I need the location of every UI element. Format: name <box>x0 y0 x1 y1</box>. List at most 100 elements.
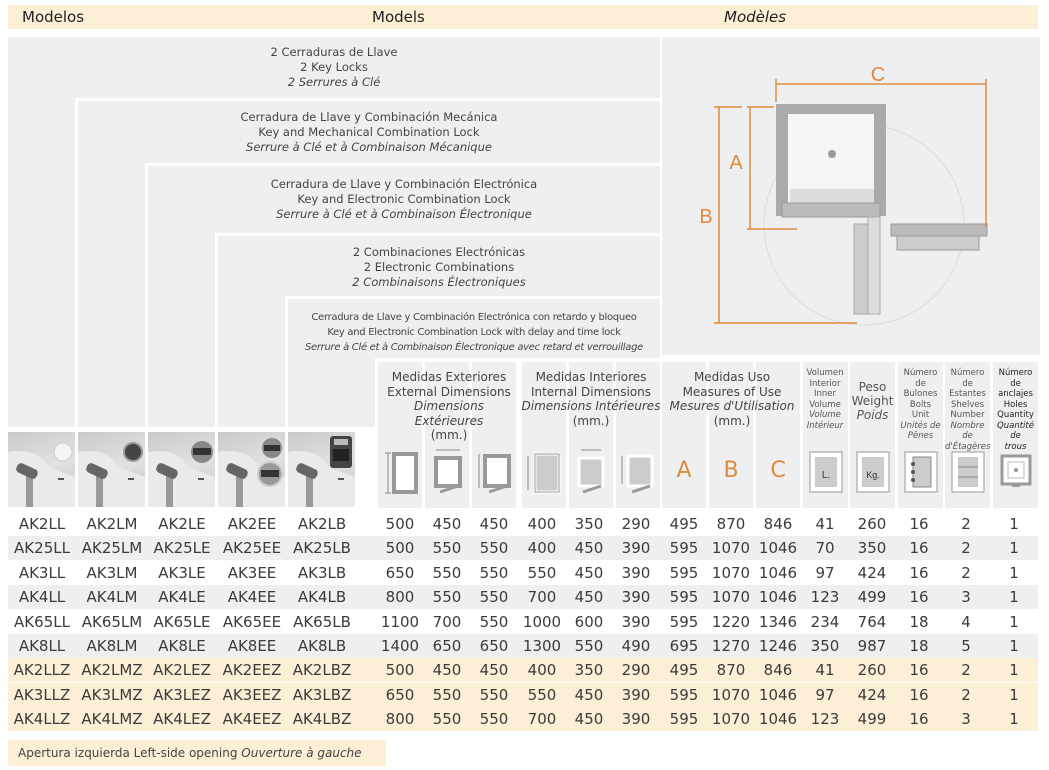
diagram-label-a: A <box>729 152 743 174</box>
value-cell: 1100 <box>380 612 420 631</box>
table-row: AK65LL AK65LM AK65LE AK65EE AK65LB 1100 700 550… <box>8 609 1038 634</box>
title-en: Models <box>372 8 425 26</box>
value-cell: 595 <box>669 588 699 607</box>
model-code: AK4EE <box>227 588 277 607</box>
footer-fr: Ouverture à gauche <box>241 746 362 760</box>
model-code: AK25LE <box>153 539 211 558</box>
model-code: AK8LM <box>86 637 138 655</box>
value-cell: 650 <box>385 685 415 704</box>
lock-icon <box>148 441 215 507</box>
value-cell: 450 <box>432 515 462 533</box>
letter-c: C <box>770 458 786 483</box>
model-code: AK2LL <box>18 515 66 533</box>
value-cell: 97 <box>815 563 835 582</box>
value-cell: 650 <box>479 637 509 655</box>
value-cell: 600 <box>574 612 604 631</box>
lock-photo <box>78 432 145 507</box>
value-cell: 41 <box>815 515 835 533</box>
bolts-icon <box>904 451 938 493</box>
value-cell: 2 <box>961 685 971 704</box>
model-code: AK3EEZ <box>222 685 282 704</box>
value-cell: 550 <box>432 685 462 704</box>
value-cell: 450 <box>432 661 462 680</box>
value-cell: 1 <box>1009 685 1019 704</box>
value-cell: 390 <box>621 710 651 729</box>
value-cell: 4 <box>961 612 971 631</box>
value-cell: 400 <box>527 539 557 558</box>
external-depth-icon <box>478 454 511 494</box>
letter-a: A <box>676 458 692 483</box>
value-cell: 390 <box>621 612 651 631</box>
model-code: AK3LM <box>86 563 138 582</box>
value-cell: 41 <box>815 661 835 680</box>
header-weight: Peso Weight Poids <box>851 380 894 422</box>
value-cell: 870 <box>716 515 746 533</box>
value-cell: 16 <box>909 710 929 729</box>
footer-en: Left-side opening <box>133 746 238 760</box>
value-cell: 1070 <box>711 563 751 582</box>
value-cell: 390 <box>621 588 651 607</box>
external-height-icon <box>385 452 418 494</box>
value-cell: 350 <box>810 637 840 655</box>
header-cell <box>662 362 706 508</box>
value-cell: 650 <box>432 637 462 655</box>
model-code: AK8LL <box>18 637 66 655</box>
value-cell: 400 <box>527 515 557 533</box>
value-cell: 595 <box>669 539 699 558</box>
value-cell: 700 <box>527 588 557 607</box>
lock-icon <box>78 442 145 507</box>
diagram-label-b: B <box>699 206 712 228</box>
lock-type-4: 2 Combinaciones Electrónicas 2 Electronic… <box>352 245 526 289</box>
value-cell: 550 <box>432 539 462 558</box>
model-code: AK2LLZ <box>13 661 71 680</box>
title-band: Modelos Models Modèles <box>8 5 1038 29</box>
value-cell: 550 <box>479 588 509 607</box>
header-cell <box>756 362 800 508</box>
value-cell: 123 <box>810 710 840 729</box>
value-cell: 390 <box>621 539 651 558</box>
table-row: AK3LLZ AK3LMZ AK3LEZ AK3EEZ AK3LBZ 650 550 550 5… <box>8 682 1038 707</box>
model-code: AK4LEZ <box>153 710 211 729</box>
value-cell: 1400 <box>380 637 420 655</box>
title-es: Modelos <box>22 8 85 26</box>
holes-icon <box>1000 454 1032 487</box>
header-volume: Volumen Interior Inner Volume Volume Intérieu… <box>806 368 844 431</box>
external-width-icon <box>434 449 462 494</box>
value-cell: 1046 <box>758 539 798 558</box>
value-cell: 1246 <box>758 637 798 655</box>
model-code: AK2LM <box>86 515 138 533</box>
value-cell: 16 <box>909 563 929 582</box>
svg-text:L.: L. <box>822 470 830 481</box>
value-cell: 2 <box>961 539 971 558</box>
value-cell: 987 <box>857 637 887 655</box>
header-bolts: Número de Bulones Bolts Unit Unités de Pênes <box>900 368 941 441</box>
model-code: AK3LBZ <box>292 685 352 704</box>
model-code: AK4LLZ <box>13 710 71 729</box>
value-cell: 500 <box>385 515 415 533</box>
value-cell: 97 <box>815 685 835 704</box>
model-code: AK65LM <box>81 612 143 631</box>
value-cell: 424 <box>857 685 887 704</box>
lock-type-5: Cerradura de Llave y Combinación Electró… <box>304 312 644 353</box>
model-code: AK3LB <box>297 563 347 582</box>
model-code: AK2LBZ <box>292 661 352 680</box>
value-cell: 260 <box>857 515 887 533</box>
value-cell: 1070 <box>711 710 751 729</box>
value-cell: 495 <box>669 515 699 533</box>
model-code: AK2LMZ <box>81 661 143 680</box>
model-code: AK4LE <box>158 588 206 607</box>
internal-width-icon <box>577 449 605 494</box>
model-code: AK3LMZ <box>81 685 143 704</box>
value-cell: 1046 <box>758 710 798 729</box>
table-row: AK3LL AK3LM AK3LE AK3EE AK3LB 650 550 550 550 450… <box>8 560 1038 585</box>
value-cell: 1 <box>1009 515 1019 533</box>
value-cell: 16 <box>909 661 929 680</box>
model-code: AK8LB <box>297 637 347 655</box>
value-cell: 550 <box>479 710 509 729</box>
value-cell: 400 <box>527 661 557 680</box>
value-cell: 1 <box>1009 563 1019 582</box>
value-cell: 450 <box>574 685 604 704</box>
shelves-icon <box>951 451 985 493</box>
value-cell: 695 <box>669 637 699 655</box>
volume-icon: L. <box>809 451 843 493</box>
